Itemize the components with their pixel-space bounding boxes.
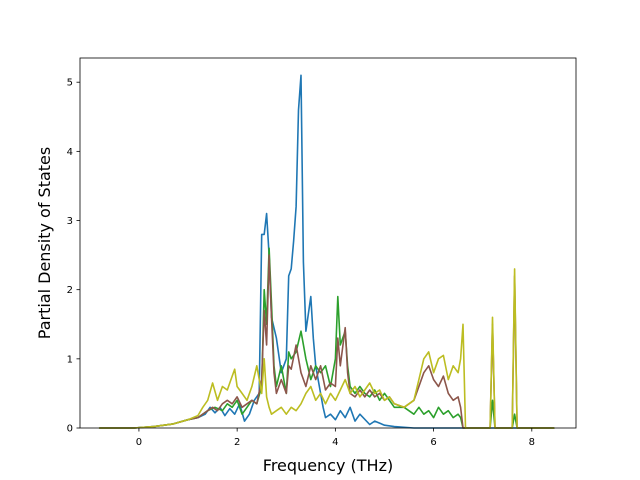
y-tick-label-4: 4 — [67, 147, 73, 158]
series-layer — [98, 74, 555, 429]
plot-frame — [79, 57, 577, 429]
x-axis-label: Frequency (THz) — [263, 456, 393, 475]
x-tick-label-3: 6 — [430, 437, 436, 448]
series-line-3 — [98, 268, 555, 429]
y-axis-label: Partial Density of States — [35, 147, 54, 339]
y-tick-label-5: 5 — [67, 78, 73, 89]
series-line-2 — [98, 254, 555, 429]
x-tick-label-1: 2 — [234, 437, 240, 448]
x-tick-label-0: 0 — [136, 437, 142, 448]
y-tick-label-2: 2 — [67, 285, 73, 296]
y-tick-label-3: 3 — [67, 216, 73, 227]
tick-layer: 0 2 4 6 8 0 1 2 3 4 5 — [67, 78, 535, 448]
x-tick-label-2: 4 — [332, 437, 338, 448]
plot-area — [80, 58, 576, 428]
y-tick-label-0: 0 — [67, 424, 73, 435]
x-tick-label-4: 8 — [529, 437, 535, 448]
y-tick-label-1: 1 — [67, 354, 73, 365]
series-line-1 — [98, 247, 555, 429]
